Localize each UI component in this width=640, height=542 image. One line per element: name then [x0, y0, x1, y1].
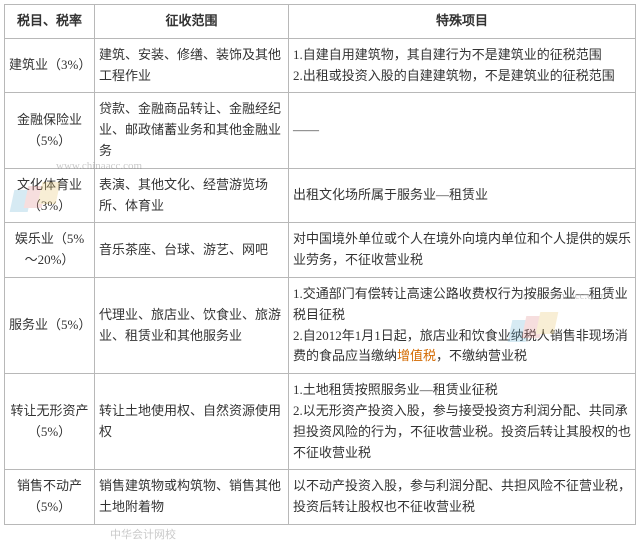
cell-tax: 建筑业（3%） — [5, 38, 95, 93]
cell-scope: 代理业、旅店业、饮食业、旅游业、租赁业和其他服务业 — [95, 277, 289, 373]
table-row: 文化体育业（3%） 表演、其他文化、经营游览场所、体育业 出租文化场所属于服务业… — [5, 168, 636, 223]
table-row: 建筑业（3%） 建筑、安装、修缮、装饰及其他工程作业 1.自建自用建筑物，其自建… — [5, 38, 636, 93]
cell-special: 1.交通部门有偿转让高速公路收费权行为按服务业—租赁业税目征税2.自2012年1… — [289, 277, 636, 373]
cell-scope: 贷款、金融商品转让、金融经纪业、邮政储蓄业务和其他金融业务 — [95, 93, 289, 168]
table-header-row: 税目、税率 征收范围 特殊项目 — [5, 5, 636, 39]
table-row: 服务业（5%） 代理业、旅店业、饮食业、旅游业、租赁业和其他服务业 1.交通部门… — [5, 277, 636, 373]
header-scope: 征收范围 — [95, 5, 289, 39]
cell-tax: 文化体育业（3%） — [5, 168, 95, 223]
cell-special: 以不动产投资入股，参与利润分配、共担风险不征营业税，投资后转让股权也不征收营业税 — [289, 470, 636, 525]
cell-tax: 娱乐业（5%～20%） — [5, 223, 95, 278]
tax-table: 税目、税率 征收范围 特殊项目 建筑业（3%） 建筑、安装、修缮、装饰及其他工程… — [4, 4, 636, 525]
header-tax: 税目、税率 — [5, 5, 95, 39]
table-row: 金融保险业（5%） 贷款、金融商品转让、金融经纪业、邮政储蓄业务和其他金融业务 … — [5, 93, 636, 168]
header-special: 特殊项目 — [289, 5, 636, 39]
cell-scope: 音乐茶座、台球、游艺、网吧 — [95, 223, 289, 278]
cell-special: —— — [289, 93, 636, 168]
cell-tax: 服务业（5%） — [5, 277, 95, 373]
cell-tax: 销售不动产（5%） — [5, 470, 95, 525]
cell-tax: 金融保险业（5%） — [5, 93, 95, 168]
special-part-b: ，不缴纳营业税 — [436, 348, 527, 363]
table-row: 娱乐业（5%～20%） 音乐茶座、台球、游艺、网吧 对中国境外单位或个人在境外向… — [5, 223, 636, 278]
table-row: 转让无形资产（5%） 转让土地使用权、自然资源使用权 1.土地租赁按照服务业—租… — [5, 374, 636, 470]
table-row: 销售不动产（5%） 销售建筑物或构筑物、销售其他土地附着物 以不动产投资入股，参… — [5, 470, 636, 525]
cell-special: 对中国境外单位或个人在境外向境内单位和个人提供的娱乐业劳务，不征收营业税 — [289, 223, 636, 278]
cell-tax: 转让无形资产（5%） — [5, 374, 95, 470]
cell-special: 出租文化场所属于服务业—租赁业 — [289, 168, 636, 223]
cell-scope: 销售建筑物或构筑物、销售其他土地附着物 — [95, 470, 289, 525]
special-highlight: 增值税 — [397, 348, 436, 363]
watermark-text-name: 中华会计网校 — [110, 526, 176, 542]
cell-scope: 建筑、安装、修缮、装饰及其他工程作业 — [95, 38, 289, 93]
cell-scope: 表演、其他文化、经营游览场所、体育业 — [95, 168, 289, 223]
cell-scope: 转让土地使用权、自然资源使用权 — [95, 374, 289, 470]
cell-special: 1.自建自用建筑物，其自建行为不是建筑业的征税范围2.出租或投资入股的自建建筑物… — [289, 38, 636, 93]
cell-special: 1.土地租赁按照服务业—租赁业征税2.以无形资产投资入股，参与接受投资方利润分配… — [289, 374, 636, 470]
